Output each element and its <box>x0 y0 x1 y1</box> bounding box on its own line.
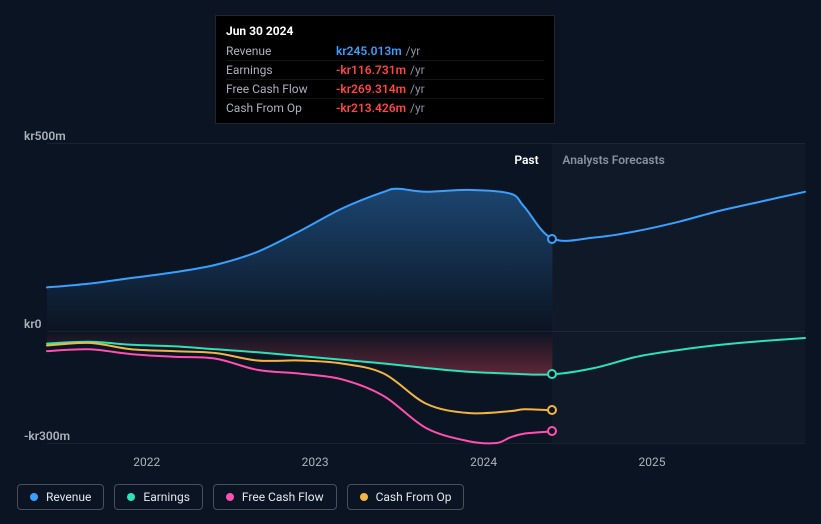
chart-tooltip: Jun 30 2024 Revenuekr245.013m/yrEarnings… <box>215 15 555 124</box>
tooltip-row-value: -kr213.426m <box>336 101 406 115</box>
tooltip-row-unit: /yr <box>406 44 421 58</box>
x-axis-label: 2022 <box>133 455 160 469</box>
tooltip-row-unit: /yr <box>410 63 425 77</box>
legend-item-revenue[interactable]: Revenue <box>17 484 104 510</box>
y-axis-label: kr0 <box>24 317 42 331</box>
x-axis-label: 2024 <box>470 455 497 469</box>
legend-label: Revenue <box>46 490 91 504</box>
tooltip-date: Jun 30 2024 <box>226 24 544 38</box>
tooltip-row-unit: /yr <box>410 101 425 115</box>
tooltip-row: Revenuekr245.013m/yr <box>226 42 544 60</box>
legend-label: Earnings <box>143 490 190 504</box>
y-axis-label: kr500m <box>24 129 66 143</box>
legend-dot <box>30 493 38 501</box>
marker-cfo <box>547 405 557 415</box>
legend-dot <box>127 493 135 501</box>
tooltip-row: Earnings-kr116.731m/yr <box>226 60 544 79</box>
marker-earnings <box>547 369 557 379</box>
legend-label: Cash From Op <box>376 490 452 504</box>
legend-item-fcf[interactable]: Free Cash Flow <box>213 484 337 510</box>
tooltip-row: Free Cash Flow-kr269.314m/yr <box>226 79 544 98</box>
x-axis-label: 2023 <box>302 455 329 469</box>
tooltip-row-value: kr245.013m <box>336 44 402 58</box>
marker-revenue <box>547 234 557 244</box>
tooltip-row-value: -kr269.314m <box>336 82 406 96</box>
marker-fcf <box>547 426 557 436</box>
legend-label: Free Cash Flow <box>242 490 324 504</box>
tooltip-row-label: Free Cash Flow <box>226 82 336 96</box>
legend-item-cfo[interactable]: Cash From Op <box>347 484 465 510</box>
tooltip-row-value: -kr116.731m <box>336 63 406 77</box>
legend-item-earnings[interactable]: Earnings <box>114 484 203 510</box>
tooltip-row-label: Earnings <box>226 63 336 77</box>
legend-dot <box>226 493 234 501</box>
chart-legend: Revenue Earnings Free Cash Flow Cash From O… <box>17 484 464 510</box>
legend-dot <box>360 493 368 501</box>
tooltip-row: Cash From Op-kr213.426m/yr <box>226 98 544 117</box>
gridline <box>47 443 805 444</box>
x-axis-label: 2025 <box>639 455 666 469</box>
tooltip-row-label: Cash From Op <box>226 101 336 115</box>
chart-plot-area[interactable]: PastAnalysts Forecasts <box>47 143 805 443</box>
tooltip-row-label: Revenue <box>226 44 336 58</box>
tooltip-row-unit: /yr <box>410 82 425 96</box>
